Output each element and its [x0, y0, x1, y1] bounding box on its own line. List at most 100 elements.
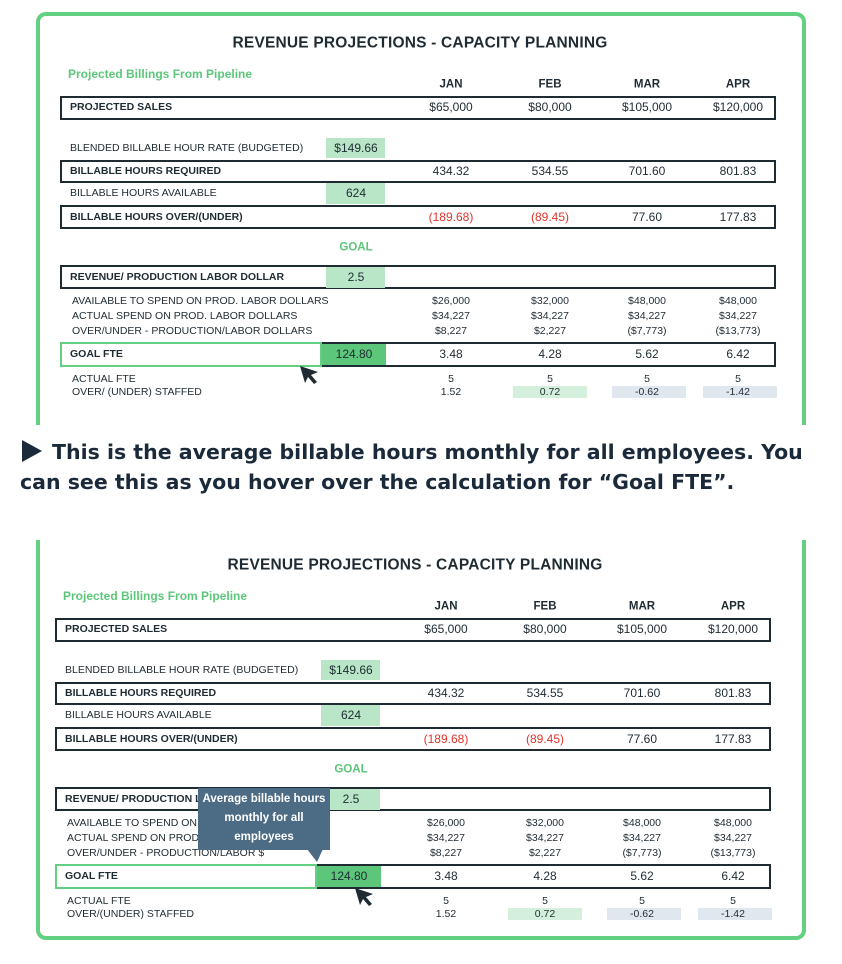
goal-label-box — [60, 342, 322, 367]
row-label: BILLABLE HOURS REQUIRED — [65, 686, 217, 699]
goal-label-box — [55, 864, 317, 889]
cell-value: ($13,773) — [715, 324, 761, 337]
cell-value: 4.28 — [538, 347, 562, 361]
cell-value: 3.48 — [434, 869, 458, 883]
cursor-arrow — [300, 366, 318, 384]
cell-value: 5 — [644, 372, 650, 385]
input-cell — [321, 660, 380, 680]
cell-value: 701.60 — [623, 686, 661, 700]
row-label: BLENDED BILLABLE HOUR RATE (BUDGETED) — [70, 141, 304, 154]
row-box — [55, 787, 771, 811]
row-label: GOAL FTE — [65, 869, 118, 882]
row-label: REVENUE/ PRODUCTION LABOR DOLLAR — [70, 270, 285, 283]
row-label: GOAL FTE — [70, 347, 123, 360]
row-label: OVER/(UNDER) STAFFED — [67, 907, 194, 920]
input-value: 124.80 — [330, 869, 368, 883]
cell-value: $32,000 — [531, 294, 569, 307]
cell-value: 5 — [542, 894, 548, 907]
row-label: AVAILABLE TO SPEND ON PROD. LABOR DOLLAR… — [72, 294, 329, 307]
goal-header: GOAL — [339, 241, 373, 254]
cell-value: $105,000 — [616, 622, 668, 636]
month-header: JAN — [439, 78, 463, 91]
arrow-icon — [22, 440, 42, 462]
cell-value: 701.60 — [628, 164, 666, 178]
row-label: PROJECTED SALES — [70, 100, 173, 113]
cell-value: ($7,773) — [622, 846, 662, 859]
cell-value: 1.52 — [440, 385, 462, 398]
row-label: OVER/UNDER - PRODUCTION/LABOR DOLLARS — [72, 324, 313, 337]
cell-value: 4.28 — [533, 869, 557, 883]
cell-value: $48,000 — [719, 294, 757, 307]
row-label: ACTUAL SPEND ON PROD. LABOR DOLLARS — [72, 309, 298, 322]
input-cell — [321, 789, 380, 810]
cell-value: -0.62 — [635, 385, 659, 398]
cell-value: $34,227 — [531, 309, 569, 322]
input-value: 124.80 — [335, 347, 373, 361]
cell-value: 801.83 — [719, 164, 757, 178]
cell-highlight — [607, 908, 681, 920]
month-header: APR — [720, 600, 746, 613]
row-label: BILLABLE HOURS OVER/(UNDER) — [65, 732, 238, 745]
row-label: ACTUAL FTE — [67, 894, 131, 907]
input-cell — [322, 344, 386, 365]
cell-value: $8,227 — [434, 324, 468, 337]
row-label: OVER/UNDER - PRODUCTION/LABOR $ — [67, 846, 265, 859]
cell-value: $65,000 — [424, 622, 468, 636]
cell-value: ($13,773) — [710, 846, 756, 859]
row-box — [60, 96, 776, 120]
cell-value: -1.42 — [726, 385, 750, 398]
month-header: APR — [725, 78, 751, 91]
input-cell — [326, 183, 385, 204]
cursor-arrow — [355, 888, 373, 906]
input-cell — [317, 866, 381, 887]
row-label: BILLABLE HOURS REQUIRED — [70, 164, 222, 177]
cell-value: $80,000 — [523, 622, 567, 636]
cell-value: 5 — [448, 372, 454, 385]
row-label: REVENUE/ PRODUCTION LABOR DOLLAR — [65, 792, 280, 805]
caption: This is the average billable hours month… — [20, 437, 835, 497]
cell-value: 3.48 — [439, 347, 463, 361]
cell-highlight — [513, 386, 587, 398]
cell-value: $80,000 — [528, 100, 572, 114]
cell-highlight — [612, 386, 686, 398]
cell-highlight — [698, 908, 772, 920]
panel-border — [36, 540, 806, 940]
cell-value: $34,227 — [623, 831, 661, 844]
cell-value: $34,227 — [719, 309, 757, 322]
source-label: Projected Billings From Pipeline — [68, 67, 253, 81]
spreadsheet-panel: REVENUE PROJECTIONS - CAPACITY PLANNING P… — [0, 0, 842, 432]
cell-value: $48,000 — [623, 816, 661, 829]
cell-value: 534.55 — [531, 164, 569, 178]
row-box — [55, 682, 771, 705]
cell-value: 77.60 — [626, 732, 658, 746]
cell-value: 5 — [443, 894, 449, 907]
input-cell — [321, 705, 380, 726]
input-value: $149.66 — [329, 663, 373, 677]
cell-value: $32,000 — [526, 816, 564, 829]
cell-value: (89.45) — [525, 732, 565, 746]
cell-value: 5 — [639, 894, 645, 907]
row-label: ACTUAL SPEND ON PROD. LABOR DOLLARS — [67, 831, 293, 844]
caption-text: This is the average billable hours month… — [20, 440, 803, 494]
cell-value: $8,227 — [429, 846, 463, 859]
month-header: FEB — [533, 600, 557, 613]
cell-value: 6.42 — [726, 347, 750, 361]
row-label: OVER/ (UNDER) STAFFED — [72, 385, 202, 398]
cell-value: 77.60 — [631, 210, 663, 224]
input-value: 624 — [345, 186, 367, 200]
input-cell — [326, 267, 385, 288]
month-header: JAN — [434, 600, 458, 613]
spreadsheet-panel: REVENUE PROJECTIONS - CAPACITY PLANNING P… — [0, 522, 837, 954]
cell-value: 6.42 — [721, 869, 745, 883]
month-header: FEB — [538, 78, 562, 91]
cell-value: $34,227 — [432, 309, 470, 322]
row-label: BILLABLE HOURS AVAILABLE — [70, 186, 217, 199]
row-box — [55, 727, 771, 751]
cell-value: 5 — [735, 372, 741, 385]
cell-value: 5.62 — [630, 869, 654, 883]
cell-value: $105,000 — [621, 100, 673, 114]
input-value: 624 — [340, 708, 362, 722]
panel-title: REVENUE PROJECTIONS - CAPACITY PLANNING — [227, 556, 603, 574]
row-label: PROJECTED SALES — [65, 622, 168, 635]
